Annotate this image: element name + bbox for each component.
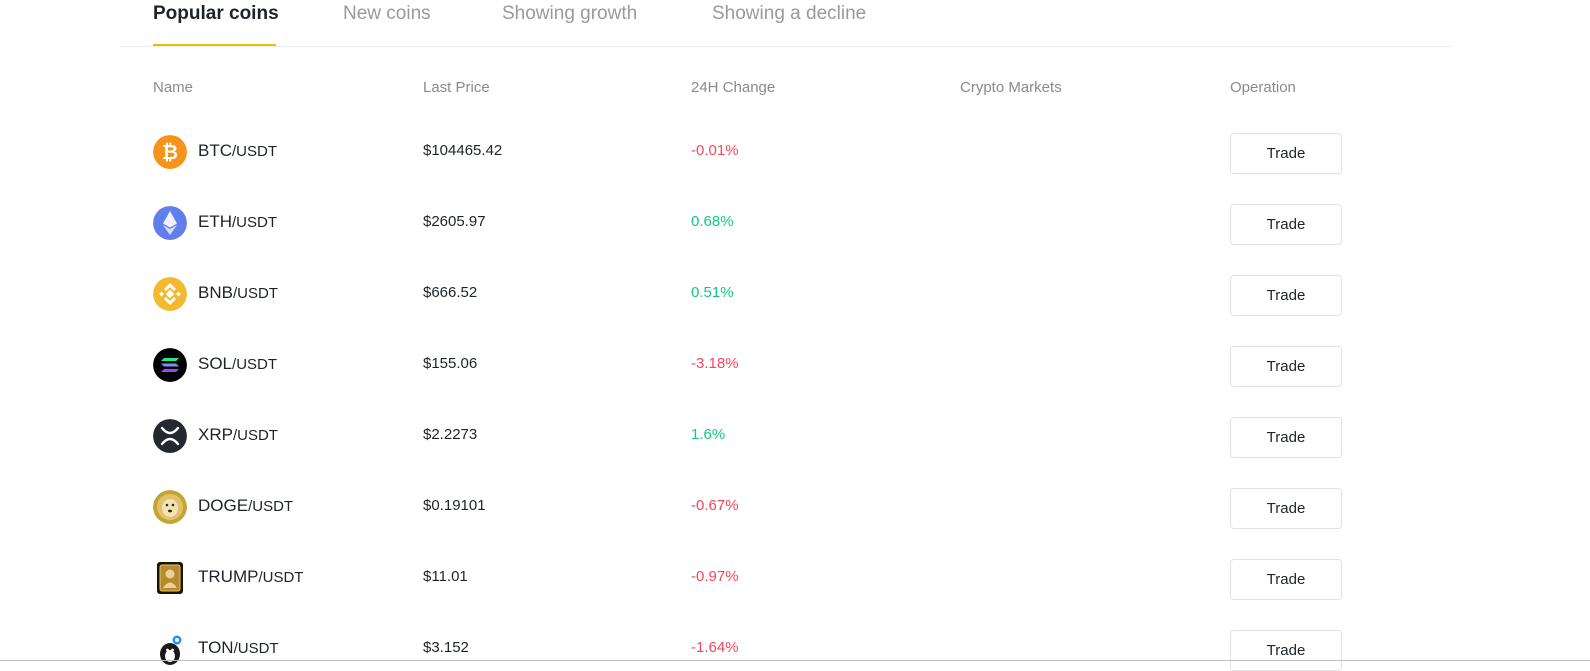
xrp-icon <box>153 419 187 453</box>
last-price: $2605.97 <box>423 213 486 230</box>
table-row[interactable]: ETH/USDT $2605.97 0.68% Trade <box>0 188 1590 259</box>
solana-icon <box>153 348 187 382</box>
quote-symbol: /USDT <box>248 498 294 515</box>
trump-icon <box>153 561 187 595</box>
trade-button[interactable]: Trade <box>1230 417 1342 458</box>
quote-symbol: /USDT <box>232 427 278 444</box>
tab-new-coins[interactable]: New coins <box>343 3 431 24</box>
header-operation: Operation <box>1230 79 1296 96</box>
table-row[interactable]: XRP/USDT $2.2273 1.6% Trade <box>0 401 1590 472</box>
table-row[interactable]: DOGE/USDT $0.19101 -0.67% Trade <box>0 472 1590 543</box>
last-price: $104465.42 <box>423 142 503 159</box>
dogecoin-icon <box>153 490 187 524</box>
base-symbol: ETH <box>198 212 232 231</box>
last-price: $0.19101 <box>423 497 486 514</box>
base-symbol: XRP <box>198 425 233 444</box>
trade-button[interactable]: Trade <box>1230 559 1342 600</box>
bottom-divider <box>0 660 1590 661</box>
quote-symbol: /USDT <box>232 143 277 160</box>
change-24h: 1.6% <box>691 426 726 443</box>
tab-showing-decline[interactable]: Showing a decline <box>712 3 867 24</box>
pair-label: BTC/USDT <box>198 141 277 161</box>
last-price: $2.2273 <box>423 426 478 443</box>
header-24h-change[interactable]: 24H Change <box>691 79 776 96</box>
base-symbol: DOGE <box>198 496 249 515</box>
change-24h: 0.51% <box>691 284 734 301</box>
base-symbol: BTC <box>198 141 232 160</box>
trade-button[interactable]: Trade <box>1230 204 1342 245</box>
tab-showing-growth[interactable]: Showing growth <box>502 3 638 24</box>
change-24h: -0.97% <box>691 568 739 585</box>
base-symbol: SOL <box>198 354 233 373</box>
tab-popular-coins[interactable]: Popular coins <box>153 3 279 24</box>
bnb-icon <box>153 277 187 311</box>
table-row[interactable]: BNB/USDT $666.52 0.51% Trade <box>0 259 1590 330</box>
trade-button[interactable]: Trade <box>1230 630 1342 671</box>
last-price: $3.152 <box>423 639 469 656</box>
coin-tabs: Popular coins New coins Showing growth S… <box>120 0 1452 47</box>
quote-symbol: /USDT <box>232 214 277 231</box>
active-tab-underline <box>153 44 276 46</box>
header-last-price[interactable]: Last Price <box>423 79 490 96</box>
svg-text:₿: ₿ <box>162 140 178 164</box>
trade-button[interactable]: Trade <box>1230 133 1342 174</box>
pair-label: SOL/USDT <box>198 354 277 374</box>
pair-label: TRUMP/USDT <box>198 567 303 587</box>
base-symbol: TRUMP <box>198 567 259 586</box>
pair-label: ETH/USDT <box>198 212 277 232</box>
last-price: $666.52 <box>423 284 478 301</box>
quote-symbol: /USDT <box>232 356 278 373</box>
base-symbol: BNB <box>198 283 233 302</box>
change-24h: -0.01% <box>691 142 739 159</box>
bitcoin-icon: ₿ <box>153 135 187 169</box>
pair-label: XRP/USDT <box>198 425 278 445</box>
trade-button[interactable]: Trade <box>1230 488 1342 529</box>
pair-label: BNB/USDT <box>198 283 278 303</box>
ethereum-icon <box>153 206 187 240</box>
change-24h: -1.64% <box>691 639 739 656</box>
quote-symbol: /USDT <box>258 569 304 586</box>
change-24h: -0.67% <box>691 497 739 514</box>
change-24h: 0.68% <box>691 213 734 230</box>
trade-button[interactable]: Trade <box>1230 275 1342 316</box>
header-name[interactable]: Name <box>153 79 194 96</box>
last-price: $155.06 <box>423 355 478 372</box>
table-row[interactable]: TON/USDT $3.152 -1.64% Trade <box>0 614 1590 671</box>
trade-button[interactable]: Trade <box>1230 346 1342 387</box>
table-row[interactable]: ₿ BTC/USDT $104465.42 -0.01% Trade <box>0 117 1590 188</box>
pair-label: DOGE/USDT <box>198 496 293 516</box>
change-24h: -3.18% <box>691 355 739 372</box>
quote-symbol: /USDT <box>232 285 278 302</box>
quote-symbol: /USDT <box>233 640 279 657</box>
pair-label: TON/USDT <box>198 638 279 658</box>
last-price: $11.01 <box>423 568 468 585</box>
header-crypto-markets: Crypto Markets <box>960 79 1062 96</box>
base-symbol: TON <box>198 638 234 657</box>
table-row[interactable]: TRUMP/USDT $11.01 -0.97% Trade <box>0 543 1590 614</box>
table-row[interactable]: SOL/USDT $155.06 -3.18% Trade <box>0 330 1590 401</box>
